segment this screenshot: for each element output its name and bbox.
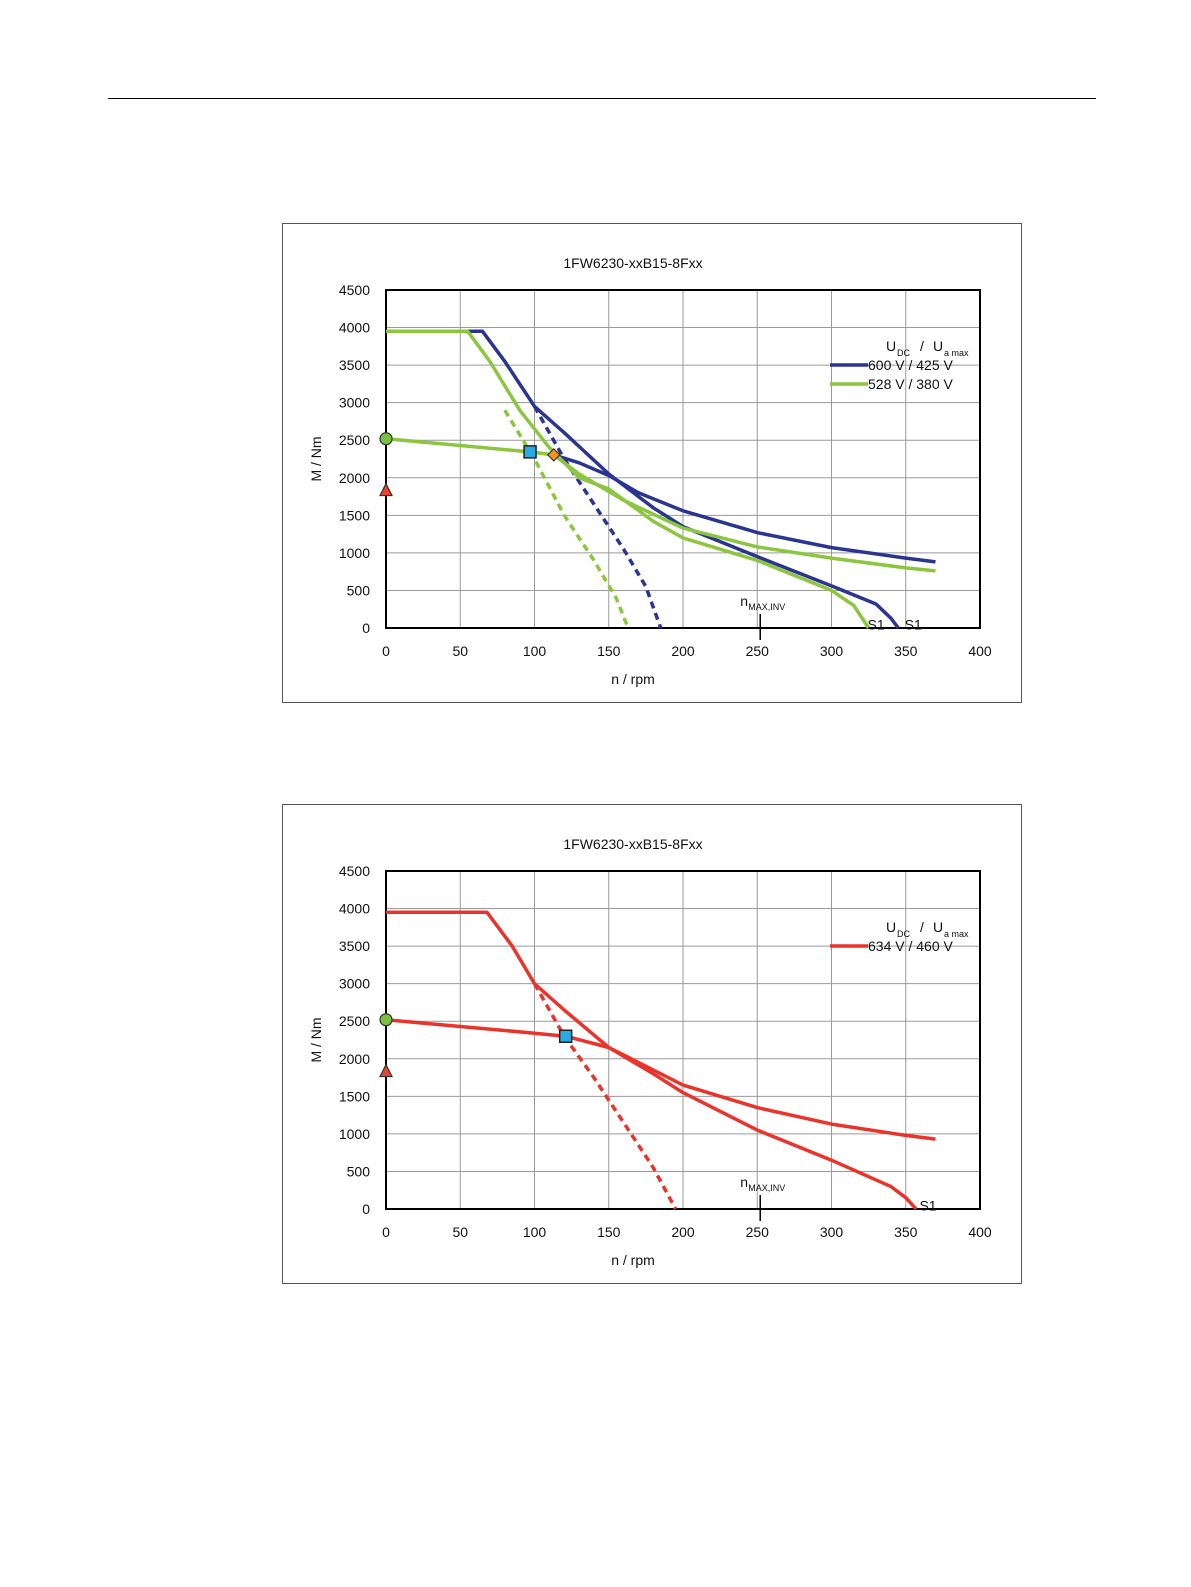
chart-title: 1FW6230-xxB15-8Fxx xyxy=(563,836,702,852)
series-line-solid xyxy=(386,910,918,1211)
x-tick-label: 150 xyxy=(597,1224,621,1240)
marker-circle xyxy=(379,1013,393,1027)
legend-header-dc-sub: DC xyxy=(897,348,910,358)
x-tick-label: 250 xyxy=(746,643,770,659)
legend-entry-label: 600 V / 425 V xyxy=(868,357,954,373)
y-tick-label: 1500 xyxy=(339,1088,370,1104)
y-tick-label: 0 xyxy=(362,1201,370,1217)
series-line-dashed xyxy=(503,409,630,629)
chart-title: 1FW6230-xxB15-8Fxx xyxy=(563,255,702,271)
x-tick-label: 100 xyxy=(523,643,547,659)
y-tick-label: 2000 xyxy=(339,470,370,486)
x-tick-label: 350 xyxy=(894,1224,918,1240)
y-axis-label: M / Nm xyxy=(308,436,324,481)
series-line-solid xyxy=(386,329,900,630)
nmax-label: n xyxy=(740,1174,748,1190)
y-tick-label: 2000 xyxy=(339,1051,370,1067)
y-tick-label: 500 xyxy=(347,1163,371,1179)
y-tick-label: 3000 xyxy=(339,395,370,411)
nmax-label: n xyxy=(740,593,748,609)
x-tick-label: 50 xyxy=(452,643,468,659)
y-tick-label: 4000 xyxy=(339,901,370,917)
y-tick-label: 2500 xyxy=(339,1013,370,1029)
y-tick-label: 0 xyxy=(362,620,370,636)
y-tick-label: 3500 xyxy=(339,938,370,954)
legend-header-udc: U xyxy=(886,338,896,354)
x-tick-label: 250 xyxy=(746,1224,770,1240)
x-tick-label: 150 xyxy=(597,643,621,659)
chart-1-svg: 1FW6230-xxB15-8Fxx 0 50 100 150 200 250 300 350 4… xyxy=(308,255,992,687)
series-line-dashed xyxy=(532,405,663,629)
x-tick-label: 50 xyxy=(452,1224,468,1240)
legend-header-ua: U xyxy=(933,338,943,354)
y-tick-label: 3500 xyxy=(339,357,370,373)
legend-header-sep: / xyxy=(920,919,924,935)
plot-frame xyxy=(385,870,981,1210)
x-axis-label: n / rpm xyxy=(611,1252,655,1268)
legend-header-amax-sub: a max xyxy=(944,348,969,358)
series-line-solid xyxy=(385,1017,936,1141)
nmax-label-sub: MAX,INV xyxy=(748,1183,785,1193)
series-line-dashed xyxy=(532,982,678,1210)
legend-header-ua: U xyxy=(933,919,943,935)
y-tick-label: 1000 xyxy=(339,545,370,561)
s1-label: S1 xyxy=(919,1197,936,1213)
y-tick-label: 4000 xyxy=(339,320,370,336)
x-tick-label: 400 xyxy=(968,643,992,659)
y-tick-label: 3000 xyxy=(339,976,370,992)
y-tick-label: 500 xyxy=(347,582,371,598)
series-line-solid xyxy=(386,329,871,629)
marker-circle xyxy=(379,432,393,446)
y-tick-label: 4500 xyxy=(339,282,370,298)
legend-header-sep: / xyxy=(920,338,924,354)
chart-2-svg: 1FW6230-xxB15-8Fxx 0 50 100 150 200 250 300 350 4… xyxy=(308,836,992,1268)
x-tick-label: 350 xyxy=(894,643,918,659)
torque-speed-chart-1: 1FW6230-xxB15-8Fxx 0 50 100 150 200 250 300 350 4… xyxy=(282,223,1022,703)
x-tick-label: 300 xyxy=(820,643,844,659)
x-tick-label: 200 xyxy=(671,1224,695,1240)
y-tick-label: 1000 xyxy=(339,1126,370,1142)
legend-header-dc-sub: DC xyxy=(897,929,910,939)
torque-speed-chart-2: 1FW6230-xxB15-8Fxx 0 50 100 150 200 250 300 350 4… xyxy=(282,804,1022,1284)
marker-diamond xyxy=(546,448,561,462)
series-line-solid xyxy=(385,436,936,573)
marker-triangle xyxy=(379,1063,393,1078)
marker-triangle xyxy=(379,482,393,497)
x-tick-label: 400 xyxy=(968,1224,992,1240)
marker-square xyxy=(558,1029,573,1043)
x-tick-label: 100 xyxy=(523,1224,547,1240)
header-rule xyxy=(108,98,1096,99)
s1-label: S1 xyxy=(867,616,884,632)
x-tick-label: 300 xyxy=(820,1224,844,1240)
marker-square xyxy=(523,445,537,459)
y-tick-label: 4500 xyxy=(339,863,370,879)
x-tick-label: 0 xyxy=(382,643,390,659)
y-tick-label: 2500 xyxy=(339,432,370,448)
legend-header-udc: U xyxy=(886,919,896,935)
legend-entry-label: 528 V / 380 V xyxy=(868,376,954,392)
x-axis-label: n / rpm xyxy=(611,671,655,687)
x-tick-label: 0 xyxy=(382,1224,390,1240)
plot-frame xyxy=(385,289,981,629)
legend-header-amax-sub: a max xyxy=(944,929,969,939)
x-tick-label: 200 xyxy=(671,643,695,659)
s1-label: S1 xyxy=(905,616,922,632)
y-axis-label: M / Nm xyxy=(308,1017,324,1062)
series-line-solid xyxy=(553,453,936,564)
legend-entry-label: 634 V / 460 V xyxy=(868,938,954,954)
nmax-label-sub: MAX,INV xyxy=(748,602,785,612)
y-tick-label: 1500 xyxy=(339,507,370,523)
